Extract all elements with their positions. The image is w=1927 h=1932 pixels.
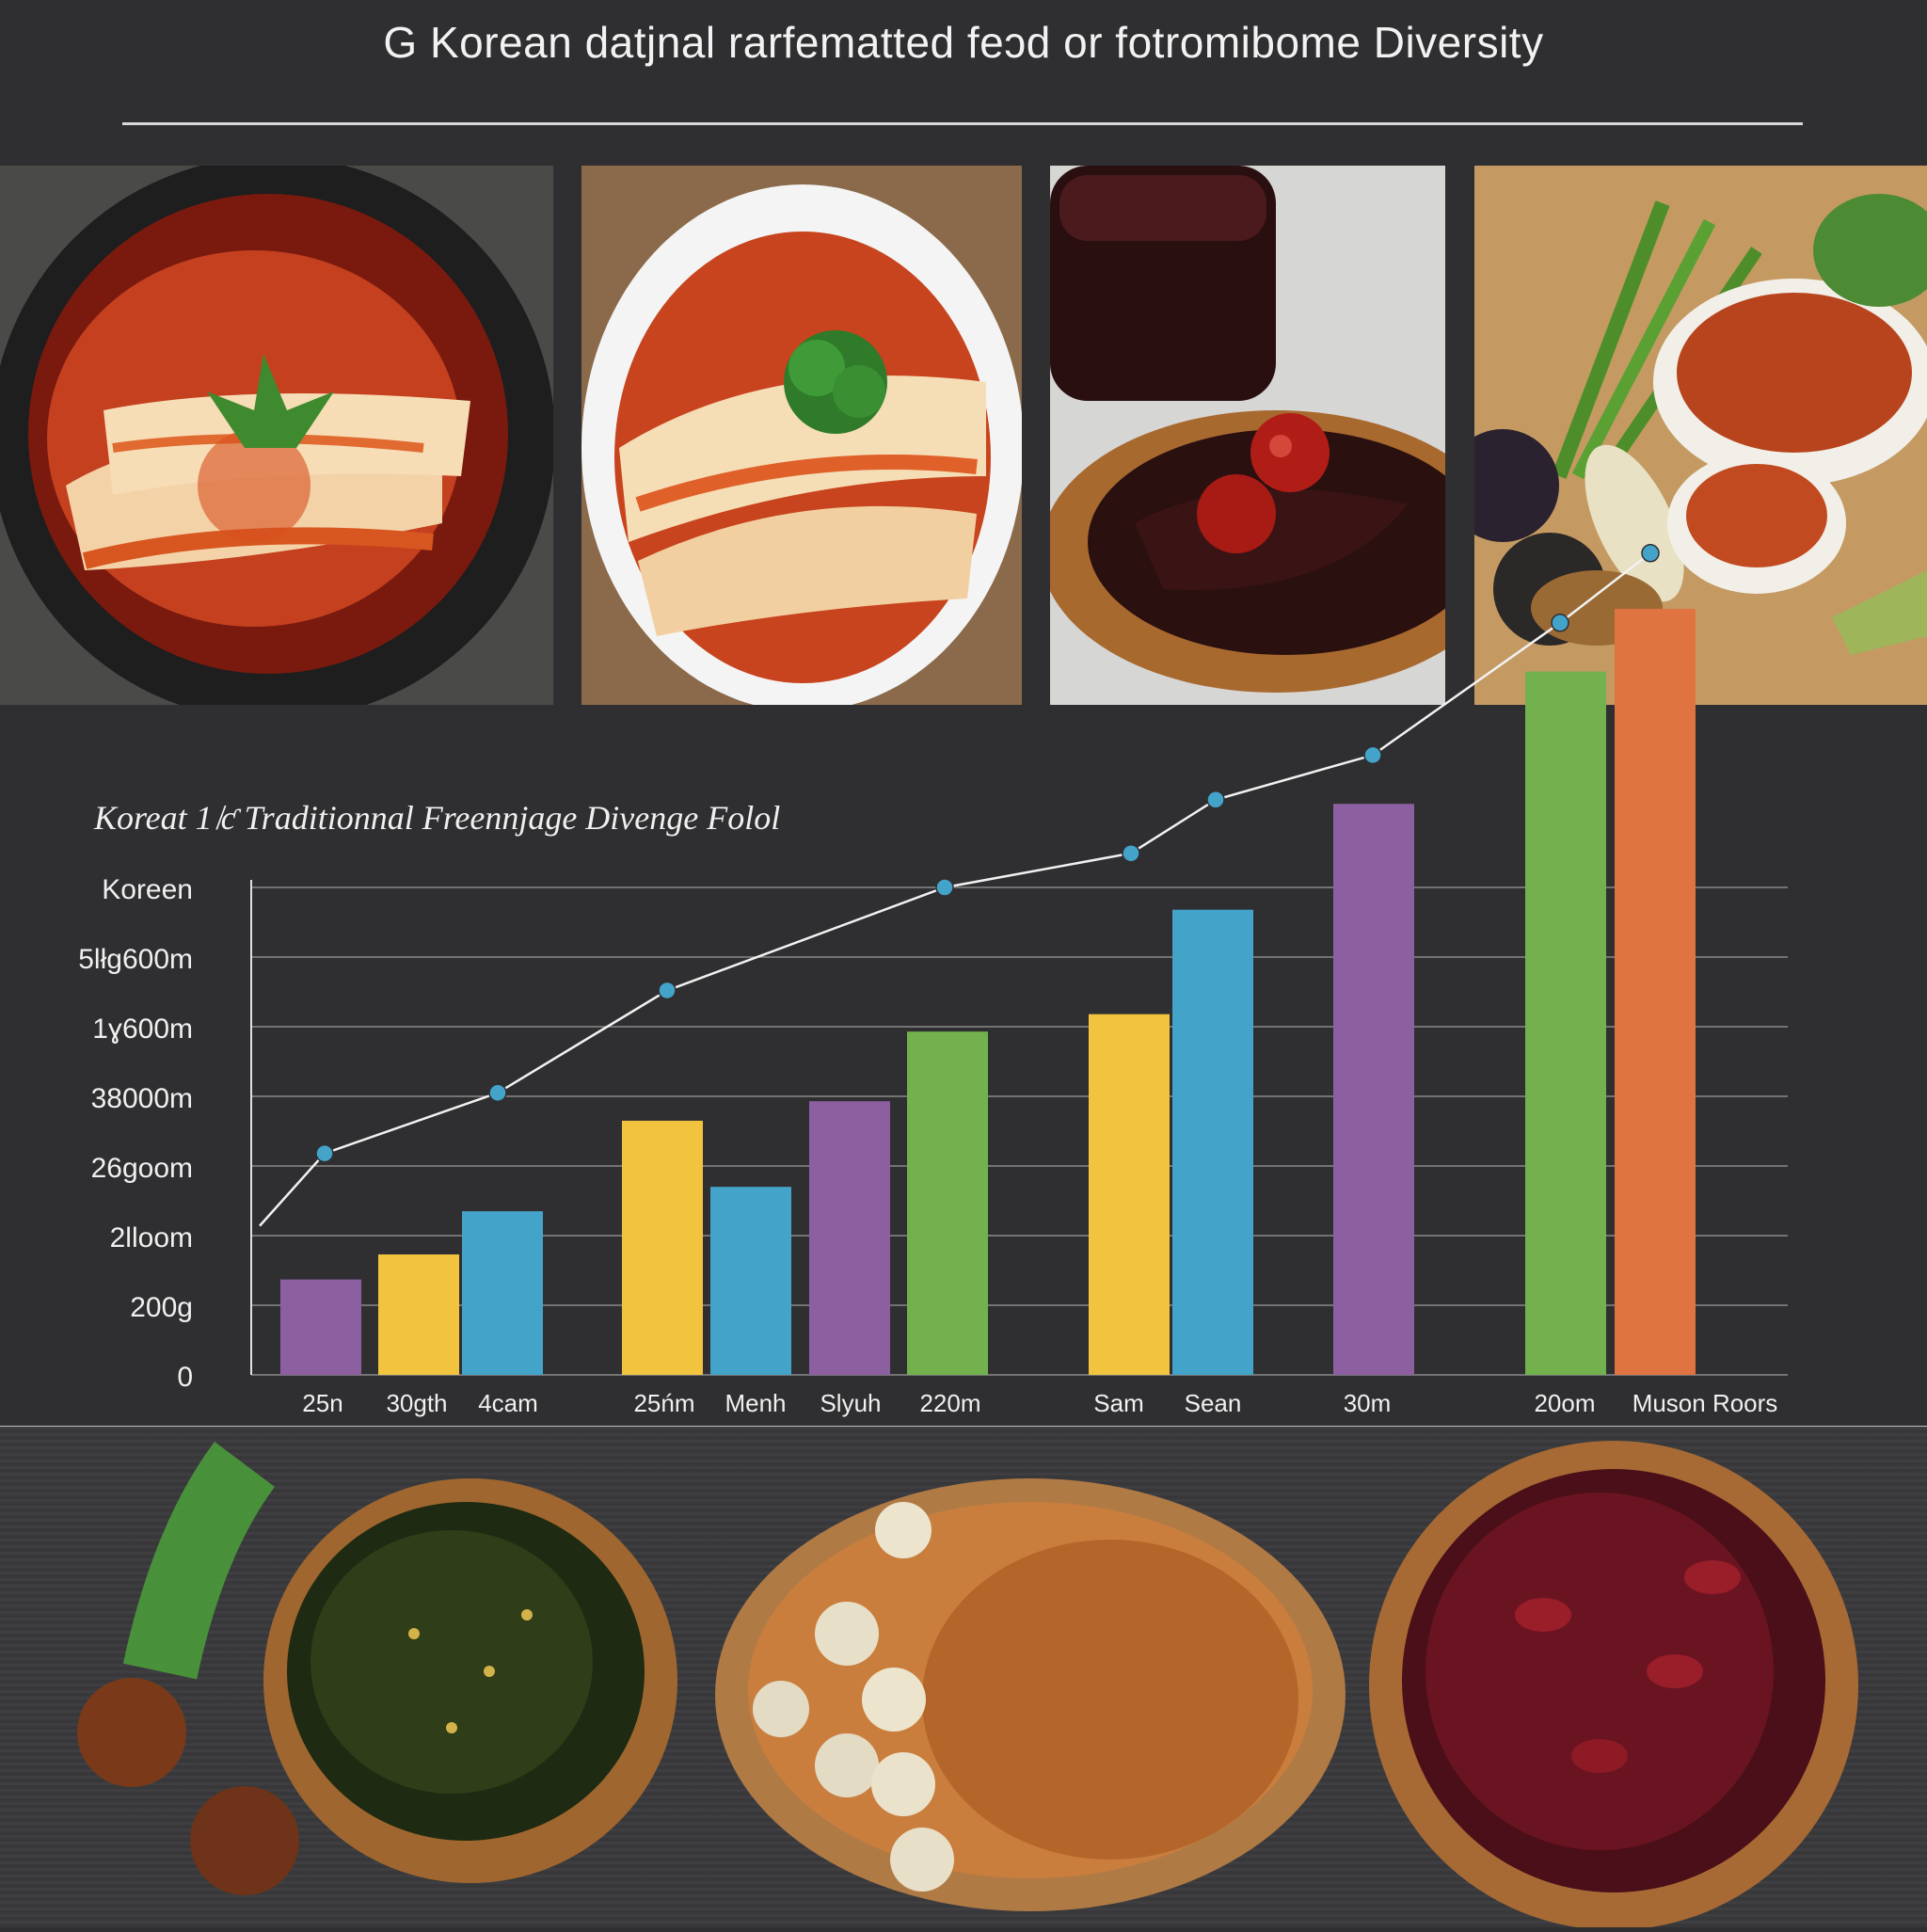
nuts-plate-photo <box>715 1478 1346 1911</box>
seaweed-bowl-photo <box>77 1442 677 1895</box>
vegetables-photo <box>1474 166 1927 705</box>
x-tick-label: Sean <box>1185 1389 1242 1417</box>
bar-10 <box>1333 804 1414 1375</box>
x-tick-label: 4cam <box>478 1389 538 1417</box>
y-tick-label: 38000m <box>91 1083 193 1114</box>
x-tick-label: 30m <box>1344 1389 1392 1417</box>
trend-point-6 <box>1206 790 1225 809</box>
bar-8 <box>1089 1014 1170 1375</box>
bar-9 <box>1172 909 1253 1375</box>
y-tick-label: 26goom <box>91 1153 193 1184</box>
jujube-bowl-photo <box>1369 1441 1858 1930</box>
x-tick-label: Muson Roors <box>1632 1389 1778 1417</box>
kimchi-stew-photo <box>0 166 553 705</box>
bar-4 <box>622 1120 703 1375</box>
y-tick-label: 1ɣ600m <box>92 1014 193 1045</box>
x-tick-label: Menh <box>725 1389 786 1417</box>
x-tick-label: 30ɡth <box>386 1389 447 1417</box>
x-tick-label: Sam <box>1093 1389 1143 1417</box>
x-tick-label: Slyuh <box>820 1389 881 1417</box>
bar-chart: 0 200g 2lloom 26goom 38000m 1ɣ600m 5lłg600m Kor… <box>78 544 1788 1417</box>
x-tick-label: 220m <box>919 1389 980 1417</box>
bar-11 <box>1525 671 1606 1375</box>
y-tick-label: 2lloom <box>110 1222 193 1253</box>
chart-title: Koreat 1 ̸ƈ Traditionnal Freennjage Dive… <box>94 799 781 837</box>
cabbage-kimchi-photo <box>581 166 1022 705</box>
bar-6 <box>809 1101 890 1375</box>
x-tick-label: 25n <box>302 1389 342 1417</box>
trend-point-8 <box>1551 614 1569 632</box>
infographic-title: G Korean datjnal rarfematted feɔd or fot… <box>383 18 1544 67</box>
trend-point-1 <box>315 1143 334 1163</box>
bar-2 <box>378 1253 459 1375</box>
bar-1 <box>280 1279 361 1375</box>
bottom-photo-band <box>0 1427 1927 1930</box>
bar-12 <box>1615 609 1696 1375</box>
trend-line <box>259 551 1651 1227</box>
y-tick-label: Koreen <box>102 874 193 905</box>
y-tick-label: 5lłg600m <box>78 944 193 975</box>
bean-paste-photo <box>1050 166 1445 705</box>
x-tick-label: 20om <box>1534 1389 1595 1417</box>
y-tick-label: 0 <box>177 1362 193 1393</box>
trend-point-3 <box>658 981 677 1000</box>
bar-7 <box>907 1031 988 1375</box>
trend-point-7 <box>1363 745 1382 765</box>
bar-5 <box>710 1187 791 1375</box>
x-tick-label: 25ńm <box>633 1389 694 1417</box>
bar-3 <box>462 1211 543 1375</box>
trend-point-5 <box>1122 843 1140 863</box>
trend-point-4 <box>935 878 954 897</box>
trend-point-2 <box>488 1083 507 1103</box>
trend-point-9 <box>1641 544 1660 563</box>
title-divider <box>122 122 1803 125</box>
y-tick-label: 200g <box>130 1292 193 1323</box>
